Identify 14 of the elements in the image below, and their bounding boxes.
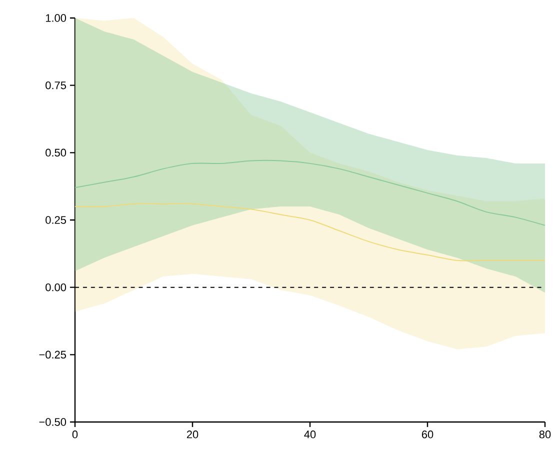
y-tick-label: 1.00: [46, 14, 66, 22]
y-tick-label: 0.75: [46, 81, 66, 90]
x-tick-label: 80: [539, 430, 551, 438]
y-tick-label: 0.25: [46, 216, 66, 224]
y-tick-label: 0.00: [46, 283, 66, 292]
x-tick-label: 0: [72, 430, 78, 438]
y-tick-label: −0.50: [39, 418, 66, 426]
x-tick-label: 60: [422, 430, 434, 438]
line-series: [74, 203, 546, 262]
x-tick-label: 40: [304, 430, 316, 438]
x-tick-label: 20: [186, 430, 198, 438]
y-tick-label: −0.25: [39, 350, 66, 359]
y-tick-label: 0.50: [46, 148, 66, 157]
line-series: [74, 160, 546, 226]
